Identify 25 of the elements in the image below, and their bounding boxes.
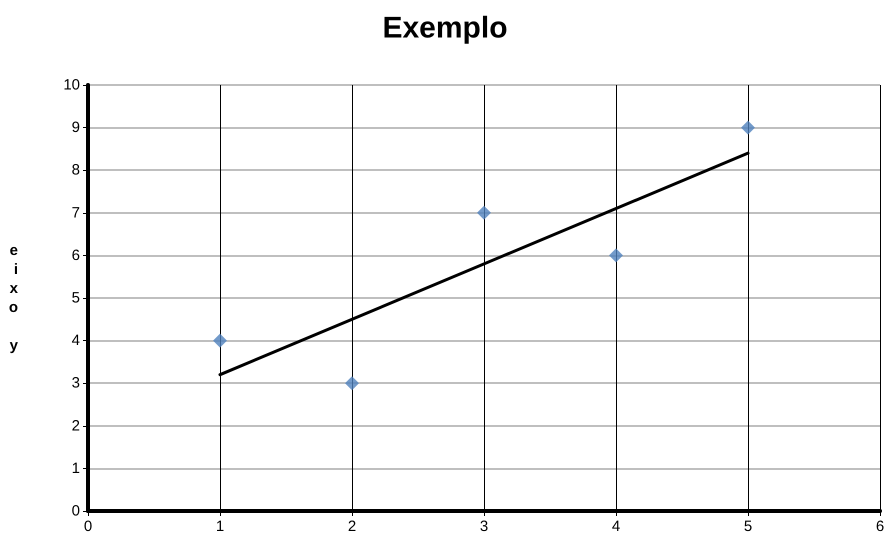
x-tick-label: 3 xyxy=(480,518,488,535)
x-tick-label: 0 xyxy=(84,518,92,535)
point xyxy=(741,120,755,135)
y-tick-label: 9 xyxy=(72,119,80,136)
y-tick-label: 1 xyxy=(72,460,80,477)
x-tick-label: 5 xyxy=(744,518,752,535)
x-tick-label: 1 xyxy=(216,518,224,535)
y-tick-label: 7 xyxy=(72,204,80,222)
x-tick-label: 4 xyxy=(612,518,620,535)
y-tick-label: 0 xyxy=(72,502,80,520)
chart-title: Exemplo xyxy=(382,12,508,44)
text: eixo y xyxy=(8,242,18,354)
y-tick-label: 6 xyxy=(72,246,80,264)
y-tick-label: 3 xyxy=(72,374,80,392)
y-tick-label: 2 xyxy=(72,417,80,434)
x-tick-label: 6 xyxy=(876,518,884,535)
point xyxy=(345,376,359,390)
y-tick-label: 5 xyxy=(72,290,80,306)
x-tick-label: 2 xyxy=(348,518,356,535)
y-tick-label: 10 xyxy=(63,76,80,94)
point xyxy=(477,206,491,220)
point xyxy=(213,334,227,348)
point xyxy=(609,248,623,262)
y-tick-label: 8 xyxy=(72,162,80,179)
y-tick-label: 4 xyxy=(72,332,80,350)
